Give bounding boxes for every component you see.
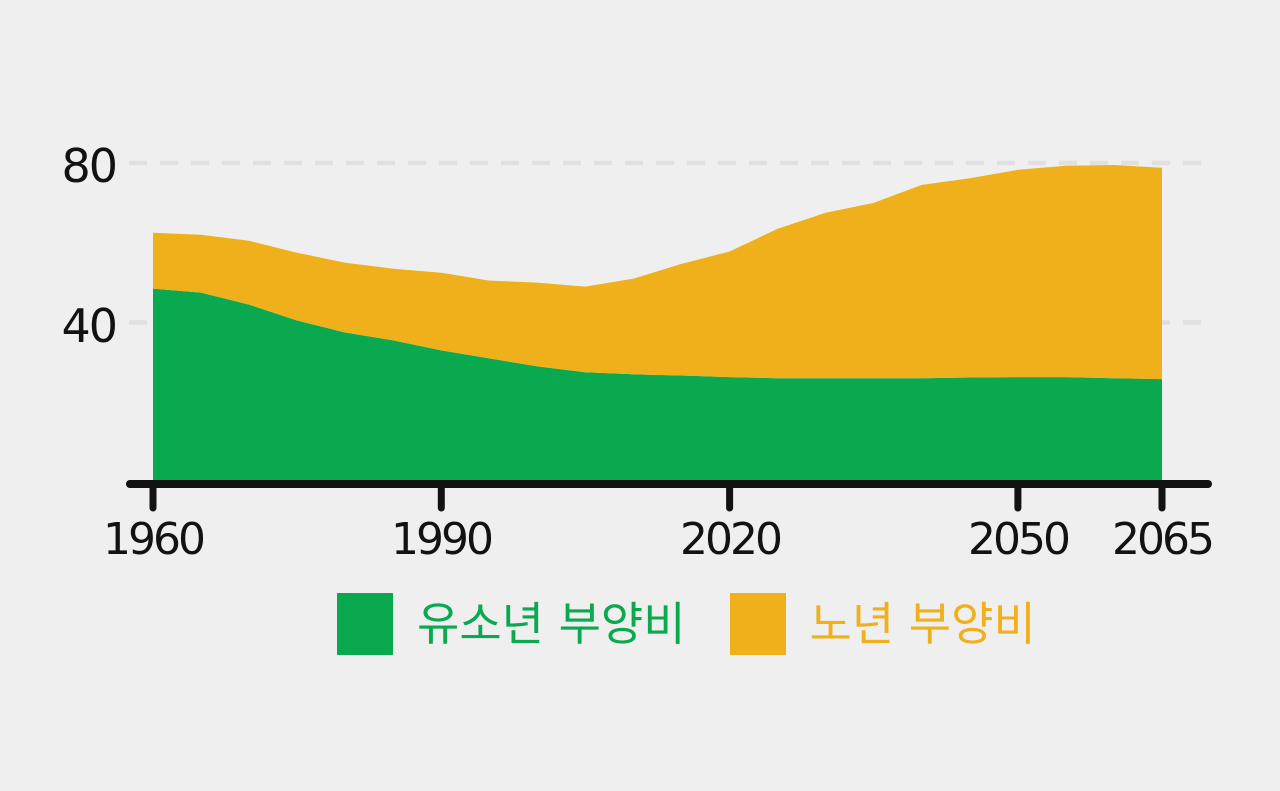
y-axis-tick-label-80: 80 — [61, 139, 118, 193]
legend-label-youth: 유소년 부양비 — [417, 597, 686, 651]
legend-swatch-youth-icon — [337, 593, 393, 655]
legend-label-elderly: 노년 부양비 — [809, 597, 1036, 651]
x-axis-tick-label-1960: 1960 — [103, 514, 206, 565]
legend-item-youth: 유소년 부양비 — [337, 593, 686, 655]
x-axis-tick-label-2050: 2050 — [968, 514, 1071, 565]
legend: 유소년 부양비 노년 부양비 — [337, 593, 1036, 655]
legend-item-elderly: 노년 부양비 — [729, 593, 1036, 655]
y-axis-tick-label-40: 40 — [61, 299, 118, 353]
legend-swatch-elderly-icon — [729, 593, 786, 655]
x-axis-tick-label-2065: 2065 — [1112, 514, 1215, 565]
x-axis-tick-label-1990: 1990 — [391, 514, 494, 565]
x-axis-tick-label-2020: 2020 — [680, 514, 783, 565]
